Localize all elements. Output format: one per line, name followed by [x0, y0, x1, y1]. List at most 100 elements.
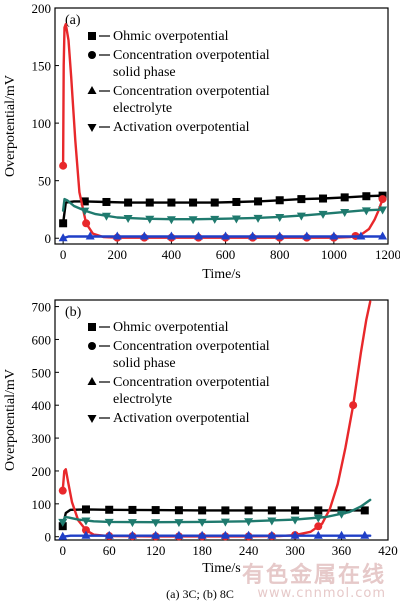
data-point-ohmic — [340, 193, 349, 202]
legend: Ohmic overpotential Concentration overpot… — [87, 29, 270, 135]
chart-panel-b: 0 60 120 180 240 300 360 420 0 100 200 300 400 500 600… — [3, 299, 398, 576]
x-axis-label: Time/s — [202, 561, 240, 576]
data-point-activation — [340, 208, 350, 217]
legend-label: Concentration overpotential — [113, 375, 270, 390]
data-point-electrolyte — [360, 530, 370, 539]
data-point-ohmic — [81, 505, 90, 514]
y-tick-label: 200 — [32, 1, 52, 16]
data-point-ohmic — [244, 506, 253, 515]
watermark-url: www.cnnmol.com — [257, 586, 386, 602]
data-point-electrolyte — [221, 231, 231, 240]
x-tick-label: 0 — [60, 247, 67, 262]
watermark-text: 有色金属在线 — [241, 563, 386, 589]
data-point-ohmic — [314, 506, 323, 515]
data-point-solid — [59, 161, 68, 170]
data-point-activation — [244, 518, 254, 527]
x-tick-label: 1200 — [375, 247, 400, 262]
data-point-electrolyte — [127, 530, 137, 539]
data-point-electrolyte — [193, 231, 203, 240]
legend-marker — [88, 32, 96, 40]
figure-caption: (a) 3C; (b) 8C — [166, 587, 234, 601]
data-point-activation — [127, 519, 137, 528]
data-point-activation — [174, 519, 184, 528]
x-tick-label: 360 — [332, 543, 352, 558]
data-point-ohmic — [105, 505, 114, 514]
data-point-electrolyte — [378, 231, 388, 240]
data-point-ohmic — [210, 198, 219, 207]
series-activation — [58, 498, 372, 528]
legend-label: Concentration overpotential — [113, 48, 270, 63]
y-tick-label: 500 — [32, 365, 52, 380]
data-point-electrolyte — [112, 231, 122, 240]
data-point-solid — [58, 486, 67, 495]
data-point-electrolyte — [356, 231, 366, 240]
data-point-activation — [296, 212, 306, 221]
legend-marker — [87, 124, 97, 132]
data-point-activation — [231, 215, 241, 224]
y-tick-label: 100 — [32, 497, 52, 512]
data-point-activation — [101, 212, 111, 221]
data-point-ohmic — [232, 197, 241, 206]
x-tick-label: 1000 — [321, 247, 347, 262]
legend-label: electrolyte — [113, 101, 172, 116]
x-tick-label: 400 — [162, 247, 182, 262]
data-point-ohmic — [59, 219, 68, 228]
data-point-ohmic — [145, 198, 154, 207]
data-point-ohmic — [337, 506, 346, 515]
data-point-electrolyte — [197, 530, 207, 539]
data-point-ohmic — [102, 197, 111, 206]
legend-marker — [88, 51, 96, 59]
data-point-ohmic — [297, 195, 306, 204]
data-point-ohmic — [360, 506, 369, 515]
data-point-ohmic — [267, 506, 276, 515]
legend-label: solid phase — [113, 65, 176, 80]
legend-label: Activation overpotential — [113, 411, 250, 426]
series-line-electrolyte — [61, 235, 384, 240]
y-axis-label: Overpotential/mV — [3, 369, 18, 471]
data-point-activation — [197, 518, 207, 527]
data-point-activation — [253, 214, 263, 223]
data-point-ohmic — [319, 194, 328, 203]
data-point-activation — [123, 214, 133, 223]
legend-marker — [87, 86, 97, 94]
data-point-activation — [145, 215, 155, 224]
x-tick-label: 420 — [378, 543, 398, 558]
plot-frame — [54, 299, 389, 541]
data-point-activation — [361, 207, 371, 216]
data-point-ohmic — [362, 192, 371, 201]
data-point-ohmic — [189, 198, 198, 207]
legend-label: Ohmic overpotential — [113, 320, 229, 335]
data-point-electrolyte — [244, 530, 254, 539]
data-point-activation — [378, 206, 388, 215]
data-point-activation — [104, 518, 114, 527]
y-tick-label: 600 — [32, 332, 52, 347]
data-point-electrolyte — [104, 530, 114, 539]
y-tick-label: 300 — [32, 431, 52, 446]
legend: Ohmic overpotential Concentration overpot… — [87, 320, 270, 426]
series-ohmic — [59, 191, 387, 228]
x-tick-label: 180 — [192, 543, 212, 558]
legend-marker — [88, 323, 96, 331]
data-point-solid — [378, 195, 387, 204]
data-point-ohmic — [167, 198, 176, 207]
series-activation — [61, 197, 388, 225]
data-point-activation — [166, 216, 176, 225]
watermark: 有色金属在线 www.cnnmol.com — [242, 564, 386, 601]
legend-marker — [88, 342, 96, 350]
data-point-electrolyte — [139, 231, 149, 240]
data-point-electrolyte — [267, 530, 277, 539]
y-axis-label: Overpotential/mV — [3, 75, 18, 177]
y-tick-label: 200 — [32, 464, 52, 479]
panel-label: (b) — [65, 305, 82, 320]
data-point-activation — [290, 516, 300, 525]
data-point-activation — [58, 518, 68, 527]
data-point-electrolyte — [313, 530, 323, 539]
data-point-activation — [220, 518, 230, 527]
data-point-ohmic — [291, 506, 300, 515]
x-tick-label: 120 — [146, 543, 166, 558]
data-point-ohmic — [151, 506, 160, 515]
legend-label: Ohmic overpotential — [113, 29, 229, 44]
x-tick-label: 800 — [270, 247, 290, 262]
legend-marker — [87, 377, 97, 385]
